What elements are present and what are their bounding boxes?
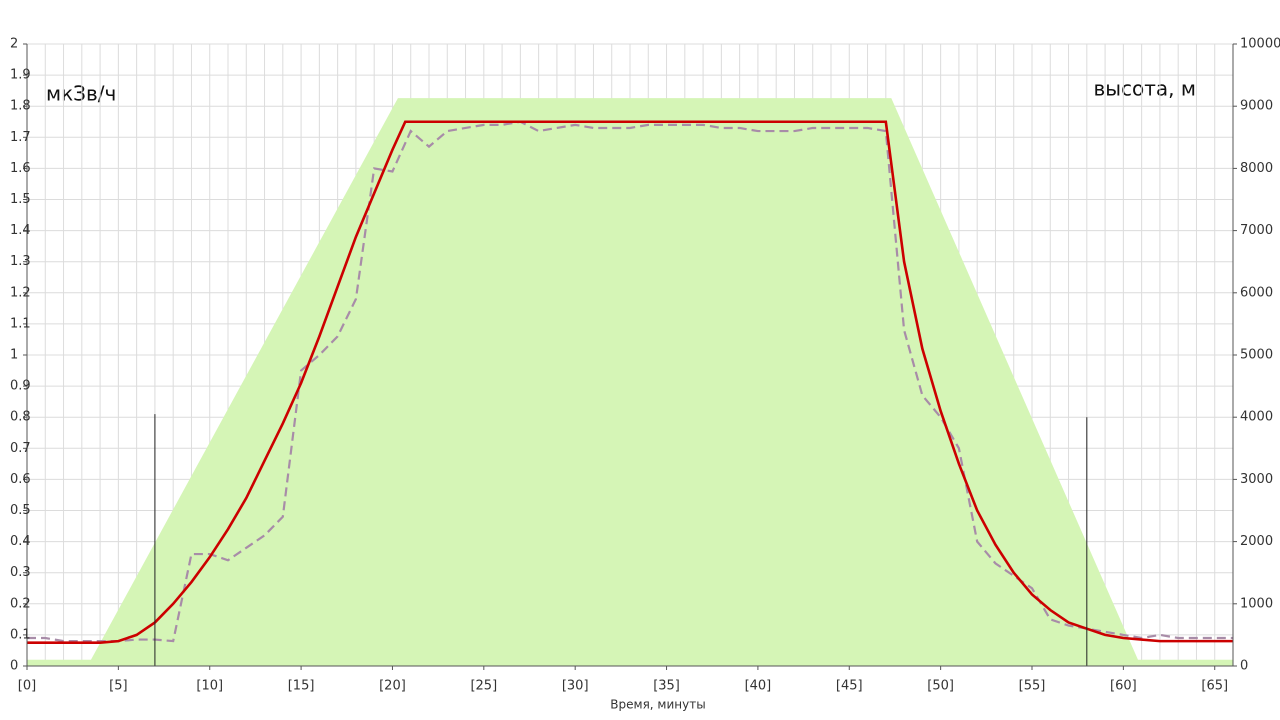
x-tick-label: [35]: [653, 679, 680, 694]
y2-tick-label: 6000: [1240, 285, 1273, 300]
x-tick-label: [10]: [196, 679, 223, 694]
x-axis-label: Время, минуты: [610, 698, 705, 712]
y-tick-label: 1.2: [10, 285, 31, 300]
y2-tick-label: 5000: [1240, 348, 1273, 363]
x-tick-label: [25]: [470, 679, 497, 694]
y-tick-label: 0: [10, 659, 18, 674]
y-tick-label: 0.4: [10, 534, 31, 549]
x-tick-label: [60]: [1110, 679, 1137, 694]
y2-tick-label: 3000: [1240, 472, 1273, 487]
y-tick-label: 1.8: [10, 99, 31, 114]
y2-tick-label: 2000: [1240, 534, 1273, 549]
model-line: [27, 120, 1233, 644]
x-tick-label: [50]: [927, 679, 954, 694]
y2-tick-label: 1000: [1240, 596, 1273, 611]
y-tick-label: 0.8: [10, 410, 31, 425]
y-tick-label: 0.9: [10, 379, 31, 394]
x-tick-label: [65]: [1201, 679, 1228, 694]
y-tick-label: 1.6: [10, 161, 31, 176]
y-tick-label: 0.1: [10, 627, 31, 642]
y-tick-label: 1.5: [10, 192, 31, 207]
y-tick-label: 1.1: [10, 316, 31, 331]
y-tick-label: 0.5: [10, 503, 31, 518]
y-tick-label: 1: [10, 348, 18, 363]
y2-tick-label: 7000: [1240, 223, 1273, 238]
y-tick-label: 0.3: [10, 565, 31, 580]
y-tick-label: 0.7: [10, 441, 31, 456]
x-tick-label: [30]: [562, 679, 589, 694]
x-tick-label: [5]: [109, 679, 127, 694]
y2-tick-label: 4000: [1240, 410, 1273, 425]
x-tick-label: [0]: [18, 679, 36, 694]
y2-tick-label: 0: [1240, 659, 1248, 674]
x-tick-label: [40]: [745, 679, 772, 694]
y-tick-label: 1.7: [10, 130, 31, 145]
y2-tick-label: 9000: [1240, 99, 1273, 114]
y2-tick-label: 8000: [1240, 161, 1273, 176]
y-axis-label: мкЗв/ч: [46, 82, 116, 106]
y-tick-label: 2: [10, 37, 18, 52]
y-tick-label: 1.3: [10, 254, 31, 269]
y2-axis-label: высота, м: [1093, 77, 1196, 101]
y-tick-label: 0.2: [10, 596, 31, 611]
altitude-area: [27, 98, 1233, 666]
x-tick-label: [45]: [836, 679, 863, 694]
y-tick-label: 1.9: [10, 68, 31, 83]
measured-line: [27, 120, 1233, 643]
x-tick-label: [15]: [288, 679, 315, 694]
x-tick-label: [20]: [379, 679, 406, 694]
x-tick-label: [55]: [1019, 679, 1046, 694]
y-tick-label: 0.6: [10, 472, 31, 487]
y-tick-label: 1.4: [10, 223, 31, 238]
y2-tick-label: 10000: [1240, 37, 1280, 52]
